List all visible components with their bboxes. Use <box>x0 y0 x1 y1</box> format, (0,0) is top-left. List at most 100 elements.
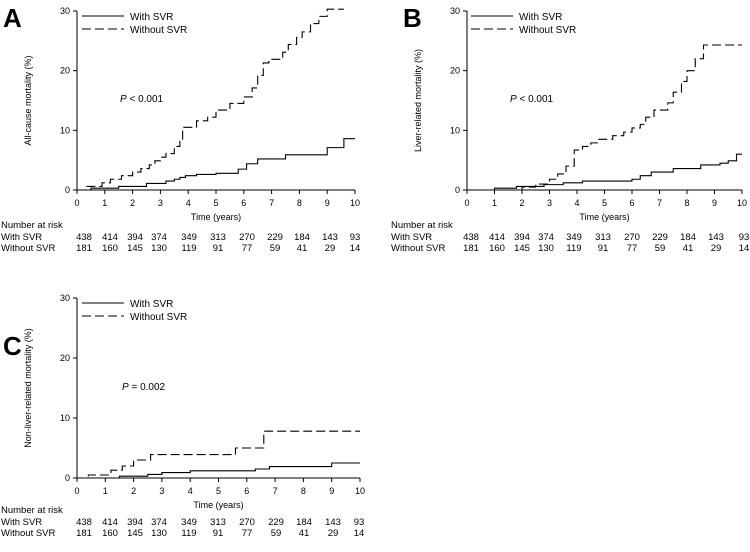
x-tick-label: 1 <box>103 486 108 496</box>
risk-value: 29 <box>325 243 336 254</box>
risk-value: 145 <box>514 243 530 254</box>
x-tick-label: 1 <box>492 198 497 208</box>
risk-value: 394 <box>127 232 143 243</box>
panel-b: B 0 1 2 3 4 5 6 7 8 9 10 0 10 20 30 Time (years) Liver-re… <box>391 3 749 254</box>
risk-value: 313 <box>595 232 611 243</box>
x-tick-label: 6 <box>629 198 634 208</box>
risk-value: 374 <box>538 232 554 243</box>
risk-value: 184 <box>296 517 312 528</box>
risk-value: 394 <box>514 232 530 243</box>
risk-value: 229 <box>652 232 668 243</box>
risk-value: 14 <box>354 528 365 539</box>
x-tick-label: 4 <box>574 198 579 208</box>
legend-label: With SVR <box>519 12 562 23</box>
x-tick-label: 0 <box>464 198 469 208</box>
risk-value: 29 <box>711 243 722 254</box>
risk-value: 14 <box>739 243 750 254</box>
x-tick-label: 9 <box>329 486 334 496</box>
risk-value: 41 <box>683 243 694 254</box>
risk-value: 93 <box>354 517 365 528</box>
x-tick-label: 10 <box>350 198 360 208</box>
x-axis-label: Time (years) <box>579 212 629 222</box>
risk-value: 438 <box>76 517 92 528</box>
legend-label: With SVR <box>130 299 173 310</box>
risk-value: 130 <box>151 528 167 539</box>
legend-label: Without SVR <box>130 25 187 36</box>
x-tick-label: 10 <box>355 486 365 496</box>
risk-value: 91 <box>213 243 224 254</box>
x-tick-label: 8 <box>297 198 302 208</box>
risk-value: 414 <box>489 232 505 243</box>
x-tick-label: 3 <box>159 486 164 496</box>
y-tick-label: 0 <box>455 185 460 195</box>
x-tick-label: 7 <box>657 198 662 208</box>
risk-value: 270 <box>239 232 255 243</box>
y-tick-label: 10 <box>60 413 70 423</box>
risk-row-label: With SVR <box>1 232 42 243</box>
risk-value: 181 <box>76 528 92 539</box>
panel-c: C 0 1 2 3 4 5 6 7 8 9 10 0 10 20 30 Time (years) Non-live… <box>1 293 365 539</box>
risk-value: 349 <box>566 232 582 243</box>
legend-label: Without SVR <box>130 312 187 323</box>
risk-value: 143 <box>708 232 724 243</box>
panel-letter: B <box>403 3 422 33</box>
risk-value: 184 <box>680 232 696 243</box>
x-tick-label: 4 <box>186 198 191 208</box>
risk-value: 59 <box>271 528 282 539</box>
x-tick-label: 9 <box>325 198 330 208</box>
risk-value: 119 <box>181 243 196 254</box>
risk-value: 59 <box>270 243 281 254</box>
y-tick-label: 30 <box>450 6 460 16</box>
risk-row-label: Without SVR <box>391 243 446 254</box>
x-tick-label: 6 <box>244 486 249 496</box>
risk-value: 77 <box>627 243 638 254</box>
risk-value: 414 <box>102 232 118 243</box>
risk-value: 313 <box>210 232 226 243</box>
risk-value: 160 <box>102 528 118 539</box>
x-tick-label: 9 <box>712 198 717 208</box>
risk-value: 77 <box>242 528 253 539</box>
risk-value: 229 <box>268 517 284 528</box>
risk-value: 130 <box>538 243 554 254</box>
risk-value: 414 <box>102 517 118 528</box>
x-tick-label: 2 <box>519 198 524 208</box>
panel-letter: C <box>3 331 22 361</box>
risk-table-heading: Number at risk <box>1 505 63 516</box>
risk-value: 41 <box>297 243 308 254</box>
risk-value: 143 <box>322 232 338 243</box>
y-tick-label: 0 <box>65 473 70 483</box>
x-tick-label: 2 <box>130 198 135 208</box>
series-line-with-svr <box>77 462 360 479</box>
risk-value: 93 <box>350 232 361 243</box>
x-tick-label: 7 <box>269 198 274 208</box>
panel-letter: A <box>3 3 22 33</box>
risk-value: 145 <box>127 528 143 539</box>
x-tick-label: 7 <box>273 486 278 496</box>
x-axis-label: Time (years) <box>193 500 243 510</box>
risk-table-heading: Number at risk <box>1 220 63 231</box>
risk-value: 91 <box>598 243 609 254</box>
x-tick-label: 1 <box>102 198 107 208</box>
y-tick-label: 10 <box>60 125 70 135</box>
risk-row-label: With SVR <box>1 517 42 528</box>
risk-value: 160 <box>102 243 118 254</box>
x-tick-label: 5 <box>216 486 221 496</box>
y-axis-label: All-cause mortality (%) <box>23 55 33 145</box>
x-tick-label: 8 <box>301 486 306 496</box>
x-tick-label: 4 <box>188 486 193 496</box>
legend-label: Without SVR <box>519 25 576 36</box>
x-tick-label: 10 <box>737 198 747 208</box>
risk-value: 181 <box>76 243 92 254</box>
series-line-with-svr <box>467 153 742 191</box>
risk-value: 349 <box>181 517 197 528</box>
risk-value: 119 <box>566 243 581 254</box>
series-line-without-svr <box>77 430 360 479</box>
p-value: P = 0.002 <box>122 382 166 393</box>
risk-value: 41 <box>299 528 310 539</box>
risk-value: 394 <box>127 517 143 528</box>
y-tick-label: 30 <box>60 6 70 16</box>
risk-value: 270 <box>624 232 640 243</box>
